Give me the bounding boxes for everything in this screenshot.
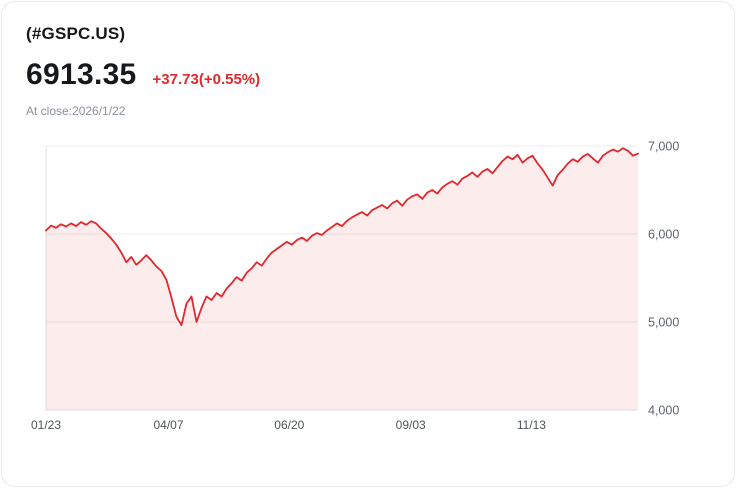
y-axis-label: 4,000 [648, 404, 679, 418]
x-axis-label: 04/07 [153, 418, 183, 432]
price-change: +37.73(+0.55%) [152, 71, 261, 88]
x-axis-label: 01/23 [31, 418, 61, 432]
price-area-fill [46, 148, 638, 410]
price-area-chart: 7,000 6,000 5,000 4,000 01/23 04/07 06/20 09/03… [31, 140, 679, 433]
ticker-symbol: (#GSPC.US) [26, 24, 126, 43]
last-price: 6913.35 [26, 58, 137, 91]
x-axis-label: 06/20 [274, 418, 304, 432]
price-row: 6913.35 +37.73(+0.55%) [26, 58, 710, 92]
x-axis-label: 11/13 [517, 418, 546, 432]
y-axis-label: 5,000 [648, 316, 679, 330]
quote-header: (#GSPC.US) 6913.35 +37.73(+0.55%) At clo… [2, 2, 734, 118]
close-timestamp: At close:2026/1/22 [26, 104, 126, 118]
x-axis-label: 09/03 [396, 418, 426, 432]
y-axis-label: 6,000 [648, 228, 679, 242]
price-chart-container: 7,000 6,000 5,000 4,000 01/23 04/07 06/20 09/03… [2, 124, 734, 439]
y-axis-label: 7,000 [648, 140, 679, 154]
price-line [45, 147, 639, 326]
